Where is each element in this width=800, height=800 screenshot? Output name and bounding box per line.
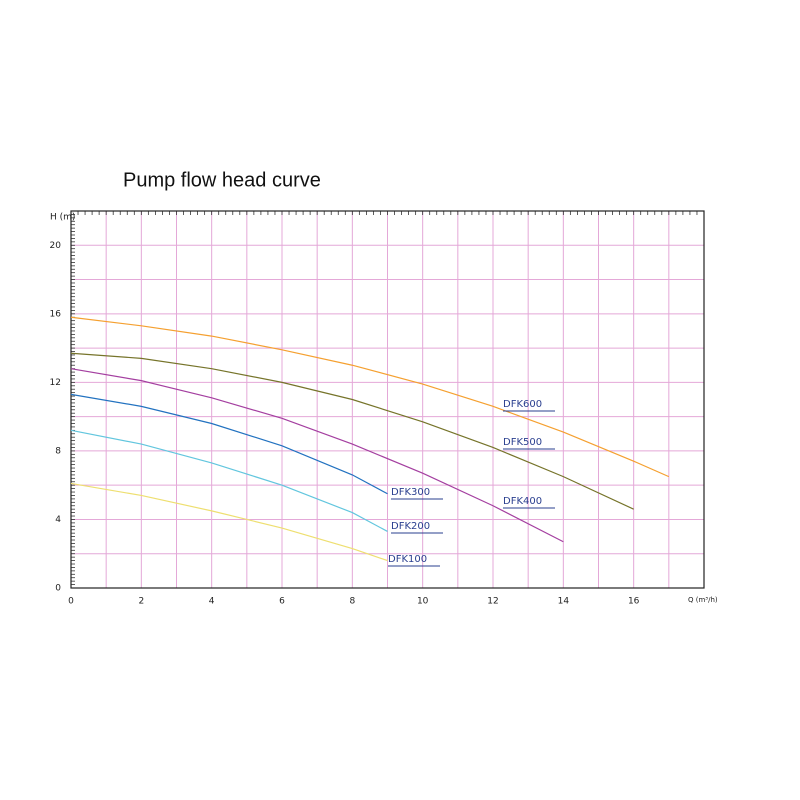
y-tick-label: 20 <box>50 241 62 251</box>
y-tick-label: 4 <box>55 515 61 525</box>
x-tick-label: 0 <box>68 597 74 607</box>
legend-label: DFK600 <box>503 399 542 410</box>
x-tick-label: 14 <box>558 597 570 607</box>
series-line <box>70 482 388 562</box>
series-line <box>70 352 634 510</box>
x-tick-label: 2 <box>138 597 144 607</box>
x-tick-label: 10 <box>417 597 429 607</box>
legend-label: DFK500 <box>503 437 542 448</box>
series-line <box>70 393 388 495</box>
y-axis-label: H (m) <box>50 213 75 223</box>
chart-title: Pump flow head curve <box>123 169 321 191</box>
series-line <box>70 316 670 478</box>
y-tick-label: 16 <box>50 309 62 319</box>
y-tick-label: 8 <box>55 446 61 456</box>
legend-label: DFK200 <box>391 521 430 532</box>
x-tick-label: 16 <box>628 597 640 607</box>
y-tick-label: 0 <box>55 584 61 594</box>
legend-label: DFK300 <box>391 487 430 498</box>
legend-label: DFK400 <box>503 496 542 507</box>
x-tick-label: 4 <box>209 597 215 607</box>
x-tick-label: 12 <box>487 597 498 607</box>
y-tick-label: 12 <box>50 378 61 388</box>
x-tick-label: 8 <box>349 597 355 607</box>
x-axis-label: Q (m³/h) <box>688 596 718 604</box>
plot-frame <box>70 210 705 589</box>
series-line <box>70 429 388 532</box>
legend-label: DFK100 <box>388 554 427 565</box>
series-line <box>70 368 564 543</box>
x-tick-label: 6 <box>279 597 285 607</box>
